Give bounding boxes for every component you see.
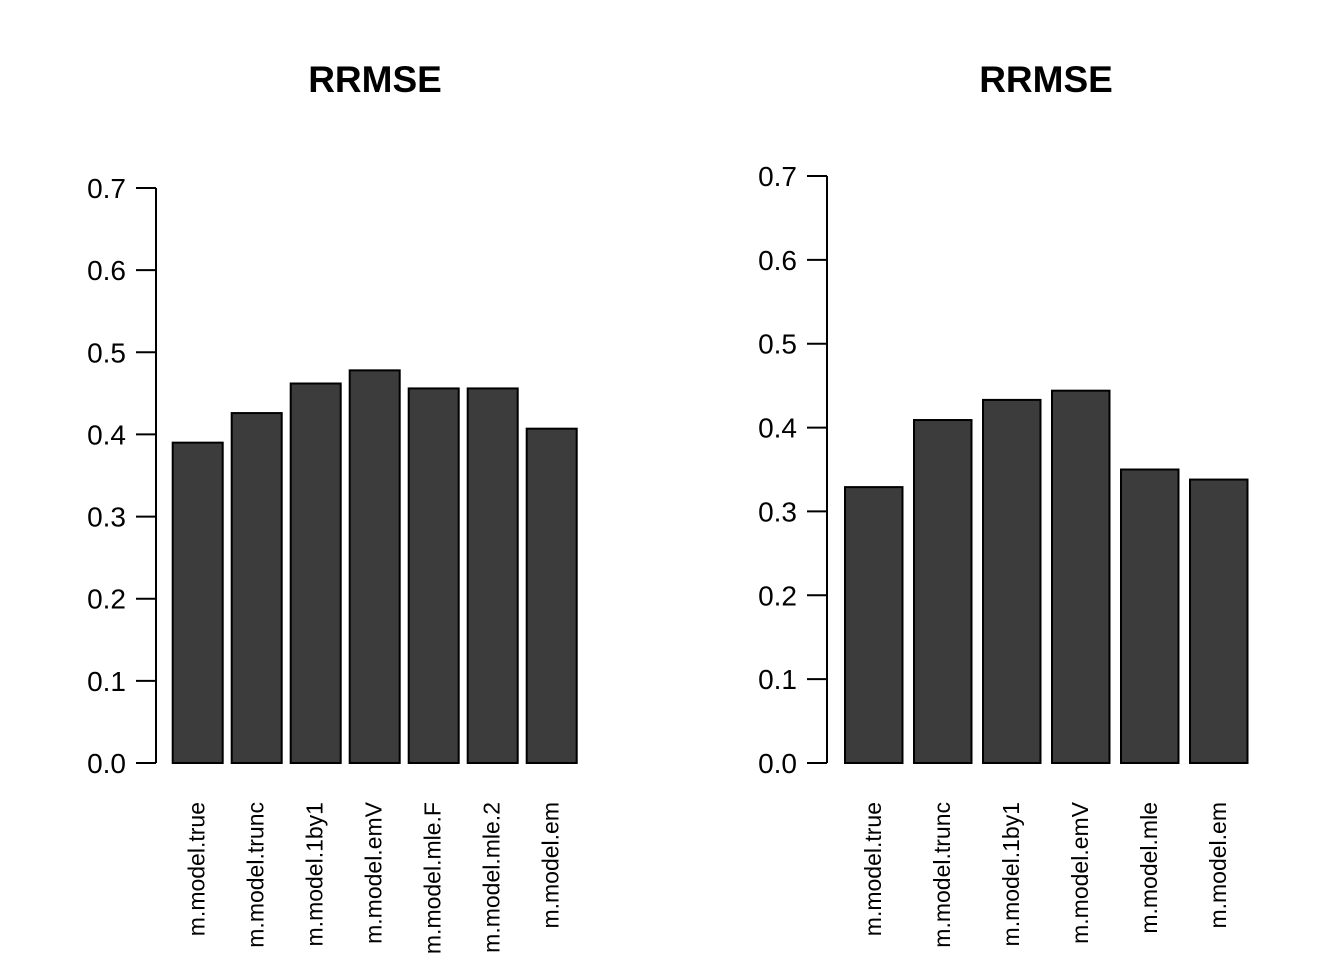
x-axis-label: m.model.1by1	[998, 802, 1024, 946]
y-tick-label: 0.5	[87, 337, 126, 368]
y-tick-label: 0.3	[758, 496, 797, 527]
x-axis-label: m.model.mle.2	[479, 802, 505, 953]
left-bar-chart: 0.0 0.1 0.2 0.3 0.4 0.5 0.6 0.7 m.model.true m.mo…	[87, 173, 578, 954]
x-axis-label: m.model.true	[860, 802, 886, 936]
y-tick-label: 0.5	[758, 329, 797, 360]
x-axis-label: m.model.em	[1205, 802, 1231, 929]
x-axis-label: m.model.emV	[1067, 801, 1093, 944]
x-axis-label: m.model.1by1	[302, 802, 328, 946]
bar	[913, 419, 973, 764]
y-tick-label: 0.7	[87, 173, 126, 204]
x-axis-label: m.model.em	[538, 802, 564, 929]
bar	[525, 427, 578, 764]
bar	[1051, 389, 1111, 764]
y-tick-label: 0.3	[87, 502, 126, 533]
x-axis-label: m.model.trunc	[929, 802, 955, 948]
y-tick-label: 0.6	[758, 245, 797, 276]
chart-title-right: RRMSE	[979, 59, 1113, 100]
bar	[289, 382, 342, 764]
y-tick-label: 0.4	[758, 413, 797, 444]
bar	[1189, 478, 1249, 764]
x-axis-label: m.model.trunc	[243, 802, 269, 948]
chart-title-left: RRMSE	[308, 59, 442, 100]
x-axis-label: m.model.true	[184, 802, 210, 936]
bar	[982, 398, 1042, 764]
bar	[407, 387, 460, 764]
bar	[1120, 468, 1180, 764]
y-tick-label: 0.1	[758, 664, 797, 695]
bar	[171, 441, 224, 764]
y-tick-label: 0.6	[87, 255, 126, 286]
y-tick-label: 0.2	[758, 580, 797, 611]
x-axis-label: m.model.mle	[1136, 802, 1162, 934]
y-tick-label: 0.7	[758, 161, 797, 192]
x-axis-label: m.model.emV	[361, 801, 387, 944]
bar	[230, 412, 283, 764]
x-axis-label: m.model.mle.F	[420, 802, 446, 954]
bar	[466, 387, 519, 764]
bar	[844, 486, 904, 764]
y-tick-label: 0.1	[87, 666, 126, 697]
y-tick-label: 0.0	[758, 748, 797, 779]
y-tick-label: 0.4	[87, 419, 126, 450]
y-tick-label: 0.0	[87, 748, 126, 779]
bar	[348, 369, 401, 764]
right-bar-chart: 0.0 0.1 0.2 0.3 0.4 0.5 0.6 0.7 m.model.true m.mo…	[758, 161, 1249, 948]
y-tick-label: 0.2	[87, 584, 126, 615]
